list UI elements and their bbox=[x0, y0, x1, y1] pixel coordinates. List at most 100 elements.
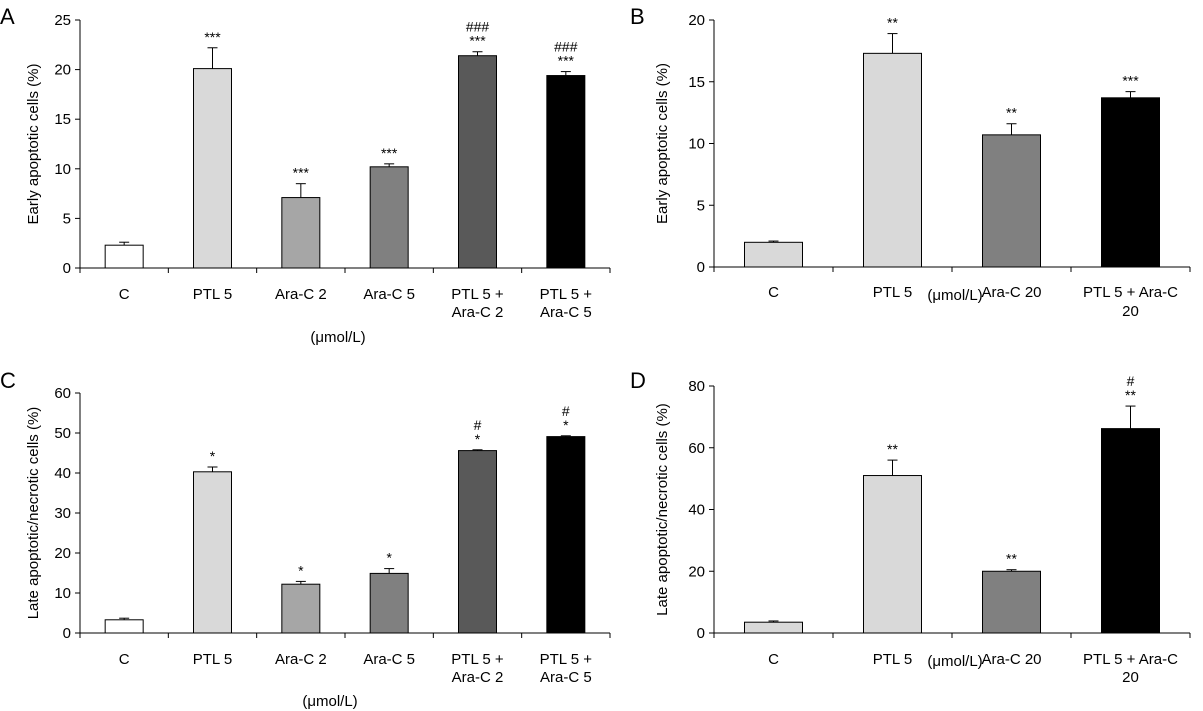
bar bbox=[104, 619, 144, 634]
bar bbox=[281, 197, 321, 269]
panel-letter: C bbox=[0, 368, 16, 393]
panel-letter: D bbox=[630, 368, 646, 393]
significance-label: * bbox=[210, 448, 216, 464]
panel-c: C 0 10 20 30 40 50 60 Late apoptotic/necrotic ce… bbox=[0, 368, 611, 710]
bar bbox=[863, 475, 922, 634]
x-tick-label: Ara-C 20 bbox=[981, 284, 1041, 301]
bar bbox=[982, 570, 1041, 634]
y-tick-label: 15 bbox=[688, 74, 705, 91]
panel-d: D 0 20 40 60 80 Late apoptotic/necrotic cells … bbox=[630, 368, 1191, 686]
significance-label: * bbox=[386, 550, 392, 566]
x-tick-label: Ara-C 2 bbox=[452, 669, 504, 686]
y-tick-label: 0 bbox=[697, 625, 705, 642]
y-tick-label: 0 bbox=[63, 625, 71, 642]
y-tick-label: 5 bbox=[63, 210, 71, 227]
y-tick-label: 20 bbox=[688, 563, 705, 580]
x-axis-unit-label: (μmol/L) bbox=[927, 287, 982, 304]
bar bbox=[863, 52, 922, 268]
bar bbox=[744, 621, 803, 634]
significance-label: # bbox=[562, 403, 570, 419]
significance-label: *** bbox=[293, 165, 310, 181]
bar bbox=[458, 55, 497, 269]
y-axis-title: Late apoptotic/necrotic cells (%) bbox=[25, 407, 42, 620]
y-tick-label: 10 bbox=[54, 161, 71, 178]
significance-label: *** bbox=[1122, 73, 1139, 89]
y-tick-label: 5 bbox=[697, 197, 705, 214]
x-tick-label: Ara-C 5 bbox=[540, 304, 592, 321]
bar bbox=[1101, 97, 1160, 268]
significance-label: # bbox=[474, 417, 482, 433]
y-tick-label: 20 bbox=[688, 12, 705, 29]
significance-label: # bbox=[1127, 373, 1135, 389]
y-tick-label: 50 bbox=[54, 425, 71, 442]
y-tick-label: 0 bbox=[697, 259, 705, 276]
y-tick-label: 80 bbox=[688, 378, 705, 395]
x-tick-label: Ara-C 5 bbox=[363, 651, 415, 668]
x-tick-label: C bbox=[768, 284, 779, 301]
x-tick-label: 20 bbox=[1122, 669, 1139, 686]
significance-label: ** bbox=[1125, 387, 1136, 403]
y-tick-label: 20 bbox=[54, 62, 71, 79]
y-tick-label: 20 bbox=[54, 545, 71, 562]
x-tick-label: Ara-C 20 bbox=[981, 651, 1041, 668]
significance-label: ** bbox=[887, 15, 898, 31]
x-tick-label: Ara-C 5 bbox=[363, 286, 415, 303]
bar bbox=[458, 450, 497, 634]
y-tick-label: 10 bbox=[688, 136, 705, 153]
significance-label: * bbox=[475, 431, 481, 447]
bar bbox=[369, 572, 409, 634]
x-tick-label: 20 bbox=[1122, 303, 1139, 320]
bar bbox=[369, 166, 409, 269]
x-axis-unit-label: (μmol/L) bbox=[310, 329, 365, 346]
bar bbox=[1101, 428, 1160, 634]
significance-label: * bbox=[298, 562, 304, 578]
bar bbox=[104, 244, 144, 269]
x-tick-label: PTL 5 + bbox=[540, 286, 593, 303]
x-tick-label: Ara-C 2 bbox=[275, 651, 327, 668]
x-tick-label: PTL 5 + bbox=[451, 286, 504, 303]
bar bbox=[281, 583, 321, 634]
significance-label: ### bbox=[554, 39, 578, 55]
x-tick-label: Ara-C 5 bbox=[540, 669, 592, 686]
bar bbox=[193, 68, 232, 269]
x-tick-label: C bbox=[768, 651, 779, 668]
y-tick-label: 40 bbox=[54, 465, 71, 482]
y-tick-label: 60 bbox=[54, 385, 71, 402]
x-tick-label: PTL 5 + bbox=[540, 651, 593, 668]
significance-label: ** bbox=[1006, 105, 1017, 121]
x-tick-label: Ara-C 2 bbox=[452, 304, 504, 321]
y-tick-label: 0 bbox=[63, 260, 71, 277]
panel-a: A 0 5 10 15 20 25 Early apoptotic cells (%) C ***… bbox=[0, 4, 611, 346]
y-axis-title: Early apoptotic cells (%) bbox=[654, 63, 671, 224]
x-tick-label: C bbox=[119, 651, 130, 668]
significance-label: * bbox=[563, 417, 569, 433]
x-axis-unit-label: (μmol/L) bbox=[302, 693, 357, 710]
x-tick-label: PTL 5 bbox=[193, 651, 232, 668]
bar bbox=[193, 471, 232, 634]
x-tick-label: PTL 5 + Ara-C bbox=[1083, 284, 1178, 301]
significance-label: ** bbox=[1006, 551, 1017, 567]
bar bbox=[546, 436, 586, 634]
y-tick-label: 25 bbox=[54, 12, 71, 29]
x-tick-label: PTL 5 bbox=[193, 286, 232, 303]
y-axis-title: Early apoptotic cells (%) bbox=[25, 64, 42, 225]
x-tick-label: PTL 5 bbox=[873, 284, 912, 301]
y-tick-label: 10 bbox=[54, 585, 71, 602]
y-tick-label: 30 bbox=[54, 505, 71, 522]
y-tick-label: 40 bbox=[688, 502, 705, 519]
bar bbox=[546, 75, 586, 269]
y-axis-title: Late apoptotic/necrotic cells (%) bbox=[654, 403, 671, 616]
significance-label: *** bbox=[204, 29, 221, 45]
y-tick-label: 15 bbox=[54, 111, 71, 128]
significance-label: *** bbox=[381, 145, 398, 161]
x-tick-label: Ara-C 2 bbox=[275, 286, 327, 303]
x-tick-label: C bbox=[119, 286, 130, 303]
panel-letter: B bbox=[630, 4, 645, 29]
panel-letter: A bbox=[0, 4, 15, 29]
panel-b: B 0 5 10 15 20 Early apoptotic cells (%) C ** PTL… bbox=[630, 4, 1191, 320]
x-tick-label: PTL 5 + Ara-C bbox=[1083, 651, 1178, 668]
bar bbox=[744, 241, 803, 268]
x-tick-label: PTL 5 bbox=[873, 651, 912, 668]
x-axis-unit-label: (μmol/L) bbox=[927, 653, 982, 670]
